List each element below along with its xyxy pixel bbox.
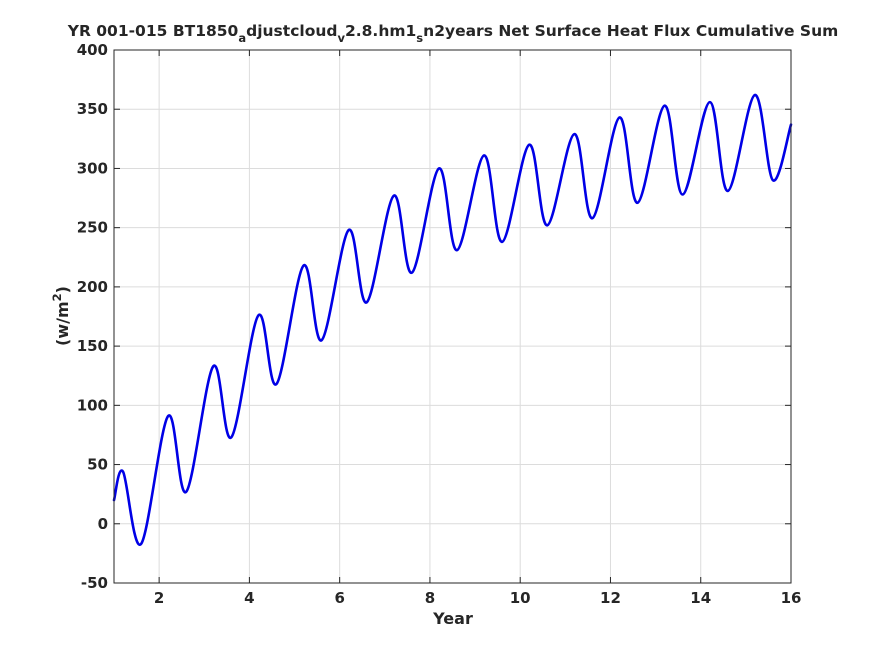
grid-lines: [114, 49, 792, 584]
title-part4: n2years Net Surface Heat Flux Cumulative…: [423, 22, 838, 40]
x-tick-label: 6: [334, 589, 344, 607]
axes-box: [113, 49, 792, 584]
plot-area: [112, 93, 793, 546]
title-sub3: s: [416, 31, 423, 45]
ylabel-close: ): [53, 286, 72, 293]
series-line-0: [112, 93, 793, 546]
y-tick-label: -50: [81, 574, 108, 592]
y-tick-label: 100: [77, 396, 108, 414]
x-tick-label: 14: [690, 589, 711, 607]
x-tick-label: 4: [244, 589, 254, 607]
ylabel-base: (w/m: [53, 301, 72, 346]
axis-ticks: 2 4 6 8 10 12 14 16 -50 0 50 100 150 200 250 300 350 400: [77, 41, 802, 607]
y-tick-label: 350: [77, 100, 108, 118]
title-part1: YR 001-015 BT1850: [67, 22, 239, 40]
y-tick-label: 400: [77, 41, 108, 59]
x-tick-label: 10: [510, 589, 531, 607]
x-axis-label: Year: [432, 609, 473, 628]
y-tick-label: 0: [98, 515, 108, 533]
title-sub1: a: [238, 31, 246, 45]
y-tick-label: 150: [77, 337, 108, 355]
y-tick-label: 50: [87, 456, 108, 474]
x-tick-label: 16: [781, 589, 802, 607]
x-tick-label: 8: [425, 589, 435, 607]
title-part3: 2.8.hm1: [345, 22, 416, 40]
y-tick-label: 300: [77, 159, 108, 177]
title-part2: djustcloud: [246, 22, 337, 40]
y-tick-label: 200: [77, 278, 108, 296]
chart-title: YR 001-015 BT1850adjustcloudv2.8.hm1sn2y…: [67, 22, 839, 45]
y-tick-label: 250: [77, 219, 108, 237]
y-axis-label: (w/m2): [50, 286, 72, 346]
x-tick-label: 12: [600, 589, 621, 607]
title-sub2: v: [337, 31, 345, 45]
ylabel-sup: 2: [50, 293, 64, 301]
x-tick-label: 2: [154, 589, 164, 607]
